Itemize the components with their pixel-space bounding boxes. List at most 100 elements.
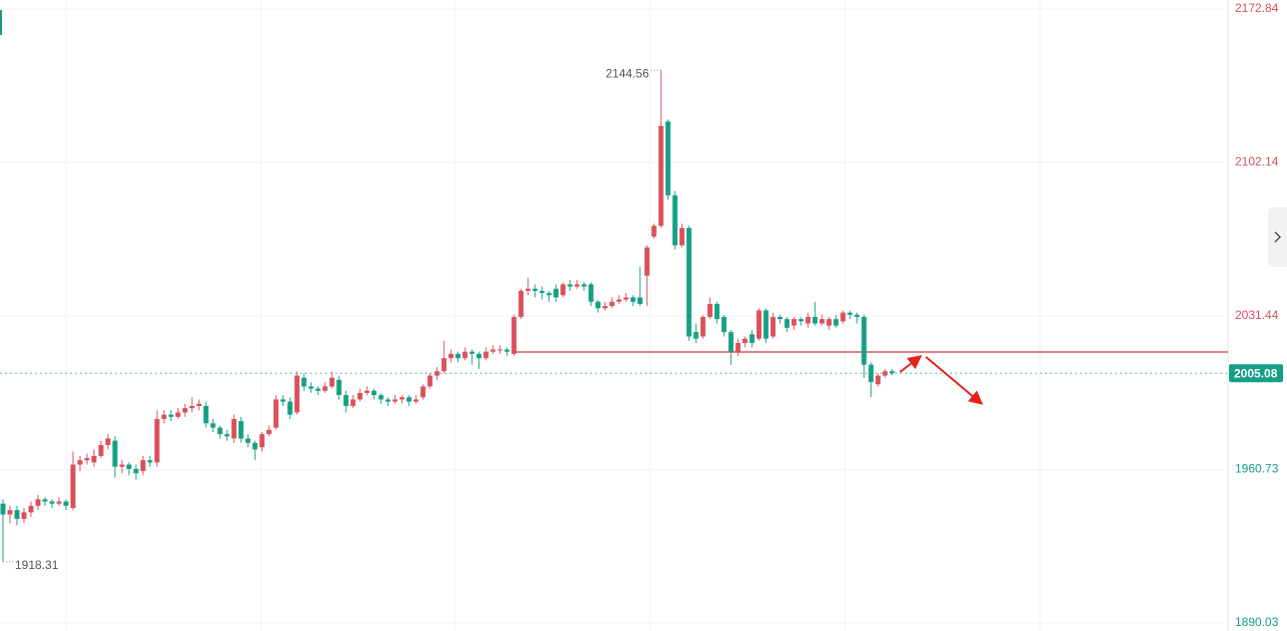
high-label: 2144.56 <box>606 67 650 81</box>
candle-body <box>532 288 538 291</box>
y-tick-label: 2102.14 <box>1235 155 1279 169</box>
candle-body <box>406 397 412 402</box>
candle-body <box>511 316 517 354</box>
candle-body <box>553 288 559 298</box>
candle-body <box>889 371 895 374</box>
candle-body <box>637 297 643 304</box>
candle-body <box>399 397 405 400</box>
candle-body <box>77 460 83 465</box>
candle-body <box>847 312 853 315</box>
candle-body <box>56 501 62 504</box>
candle-body <box>224 434 230 437</box>
candle-body <box>819 319 825 324</box>
candle-body <box>539 290 545 294</box>
candle-body <box>385 399 391 402</box>
candle-body <box>140 460 146 472</box>
last-price-label: 2005.08 <box>1234 366 1278 380</box>
edge-marker <box>0 10 2 35</box>
candle-body <box>126 464 132 469</box>
candle-body <box>854 314 860 317</box>
candle-body <box>602 306 608 309</box>
candle-body <box>147 460 153 463</box>
candle-body <box>280 399 286 402</box>
candle-body <box>623 297 629 300</box>
candle-body <box>721 316 727 333</box>
candle-body <box>469 351 475 354</box>
candle-body <box>371 390 377 396</box>
candle-body <box>308 386 314 389</box>
candle-body <box>560 284 566 296</box>
candle-body <box>336 379 342 396</box>
candle-body <box>84 458 90 461</box>
arrow-up <box>899 355 923 373</box>
candle-body <box>42 499 48 502</box>
candle-body <box>364 390 370 393</box>
candle-body <box>833 319 839 326</box>
candle-body <box>574 284 580 287</box>
candle-body <box>812 316 818 324</box>
candle-body <box>7 510 13 515</box>
candle-body <box>679 227 685 246</box>
candle-body <box>714 303 720 320</box>
y-tick-label: 1890.03 <box>1235 615 1279 629</box>
candle-body <box>217 427 223 435</box>
scroll-button[interactable] <box>1268 207 1287 267</box>
candle-body <box>672 195 678 246</box>
candle-body <box>588 284 594 302</box>
candle-body <box>49 501 55 504</box>
candle-body <box>630 297 636 302</box>
candle-body <box>777 316 783 320</box>
candle-body <box>686 227 692 337</box>
candle-body <box>427 375 433 387</box>
y-tick-label: 1960.73 <box>1235 462 1279 476</box>
candle-body <box>707 303 713 317</box>
candle-body <box>791 319 797 326</box>
candle-body <box>567 284 573 287</box>
candle-body <box>490 349 496 352</box>
candle-body <box>252 442 258 450</box>
candle-body <box>238 421 244 439</box>
candle-body <box>735 342 741 352</box>
scroll-button-bg[interactable] <box>1268 207 1287 267</box>
candle-body <box>826 319 832 326</box>
candle-body <box>434 371 440 376</box>
candle-body <box>203 405 209 424</box>
last-price-tag <box>1229 364 1283 383</box>
candle-body <box>392 399 398 402</box>
y-tick-label: 2172.84 <box>1235 1 1279 15</box>
chevron-icon[interactable] <box>1274 231 1282 243</box>
candle-body <box>259 434 265 448</box>
candle-body <box>70 464 76 508</box>
candle-body <box>462 351 468 359</box>
y-tick-label: 2031.44 <box>1235 308 1279 322</box>
low-label: 1918.31 <box>15 558 59 572</box>
candle-body <box>196 403 202 406</box>
candle-body <box>651 225 657 237</box>
candle-body <box>0 503 6 515</box>
candle-body <box>728 332 734 352</box>
candle-body <box>518 290 524 317</box>
candle-body <box>504 349 510 352</box>
candle-body <box>616 299 622 302</box>
candle-body <box>455 353 461 359</box>
candle-body <box>525 288 531 291</box>
arrow-down <box>925 356 984 405</box>
candle-body <box>329 377 335 387</box>
candle-body <box>413 399 419 402</box>
candle-body <box>497 349 503 351</box>
candle-body <box>742 338 748 343</box>
candle-body <box>133 468 139 474</box>
candle-body <box>112 440 118 467</box>
candle-body <box>441 358 447 372</box>
candle-body <box>161 414 167 419</box>
candle-body <box>420 386 426 398</box>
candle-body <box>231 418 237 439</box>
candle-body <box>63 501 69 506</box>
candle-body <box>14 510 20 519</box>
candle-body <box>805 316 811 324</box>
candle-body <box>28 505 34 513</box>
candle-body <box>693 332 699 339</box>
candle-body <box>154 418 160 463</box>
